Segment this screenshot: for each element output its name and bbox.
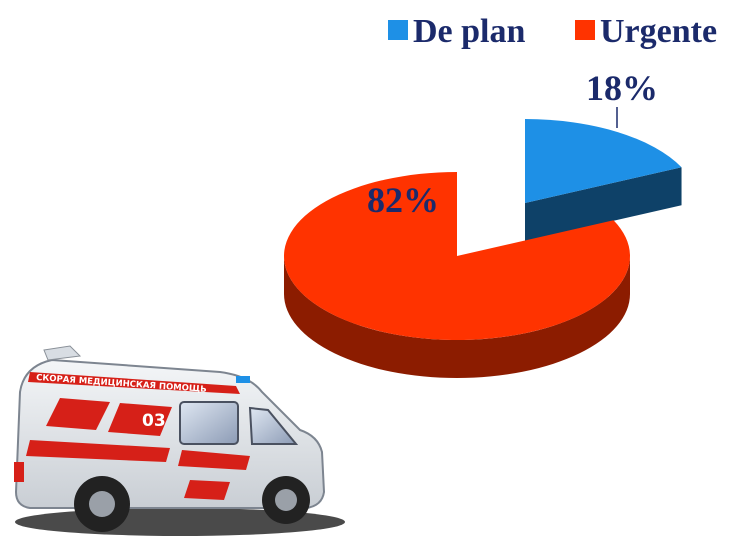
legend-label: De plan xyxy=(413,13,526,50)
side-window xyxy=(180,402,238,444)
ambulance-illustration: СКОРАЯ МЕДИЦИНСКАЯ ПОМОЩЬ 03 xyxy=(14,346,345,536)
beacon xyxy=(236,376,250,383)
legend-label: Urgente xyxy=(600,13,717,50)
pie: 18% 82% xyxy=(284,68,682,378)
chart: СКОРАЯ МЕДИЦИНСКАЯ ПОМОЩЬ 03 18% 82% De p… xyxy=(0,0,750,542)
roof-unit xyxy=(44,346,80,360)
stripe xyxy=(184,480,230,500)
data-label: 82% xyxy=(367,180,439,220)
data-label: 18% xyxy=(586,68,658,108)
ambulance-number: 03 xyxy=(142,411,166,431)
hub xyxy=(275,489,297,511)
legend: De plan Urgente xyxy=(388,13,717,50)
hub xyxy=(89,491,115,517)
page: {"chart_data": {"type": "pie3d", "catego… xyxy=(0,0,750,542)
legend-swatch xyxy=(388,20,408,40)
legend-swatch xyxy=(575,20,595,40)
tail-light xyxy=(14,462,24,482)
